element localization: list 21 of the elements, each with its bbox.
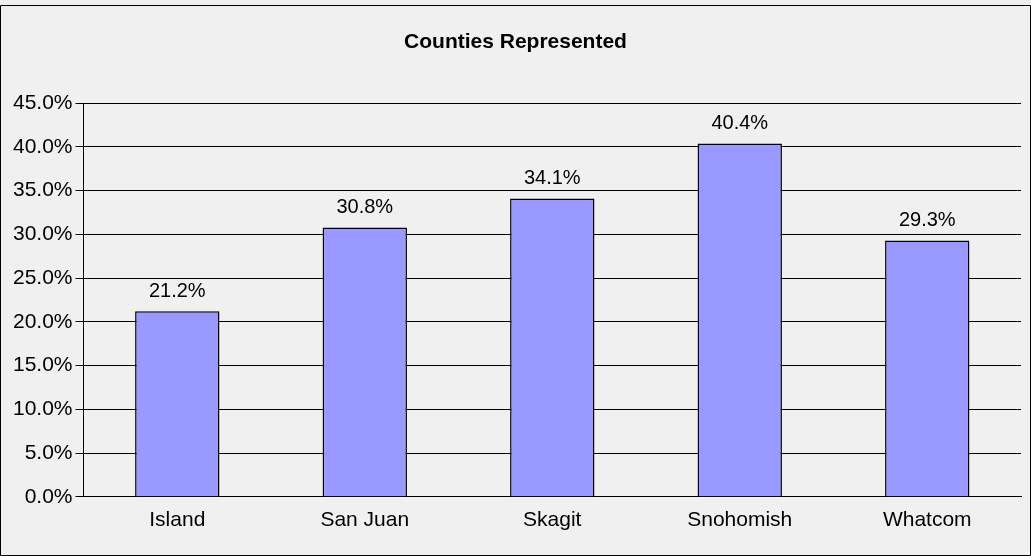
data-label: 40.4% [711, 110, 769, 133]
data-label: 29.3% [898, 208, 956, 231]
y-tick-label: 5.0% [24, 439, 73, 463]
y-tick-label: 25.0% [13, 264, 73, 288]
x-tick-label: San Juan [320, 507, 410, 531]
x-tick-label: Whatcom [882, 507, 972, 531]
x-tick-label: Island [149, 507, 206, 531]
y-tick-label: 20.0% [13, 308, 73, 332]
data-label: 21.2% [148, 278, 206, 301]
y-tick-label: 10.0% [13, 396, 73, 420]
y-tick-label: 15.0% [13, 352, 73, 376]
y-tick-label: 45.0% [13, 90, 73, 113]
x-tick-label: Skagit [523, 507, 582, 531]
y-tick-label: 35.0% [13, 177, 73, 201]
x-tick-label: Snohomish [687, 507, 793, 531]
y-tick-label: 40.0% [13, 133, 73, 157]
data-label: 30.8% [336, 194, 394, 217]
data-label: 34.1% [523, 166, 581, 189]
y-tick-label: 0.0% [24, 483, 73, 507]
chart-title: Counties Represented [404, 29, 627, 53]
y-tick-label: 30.0% [13, 221, 73, 245]
